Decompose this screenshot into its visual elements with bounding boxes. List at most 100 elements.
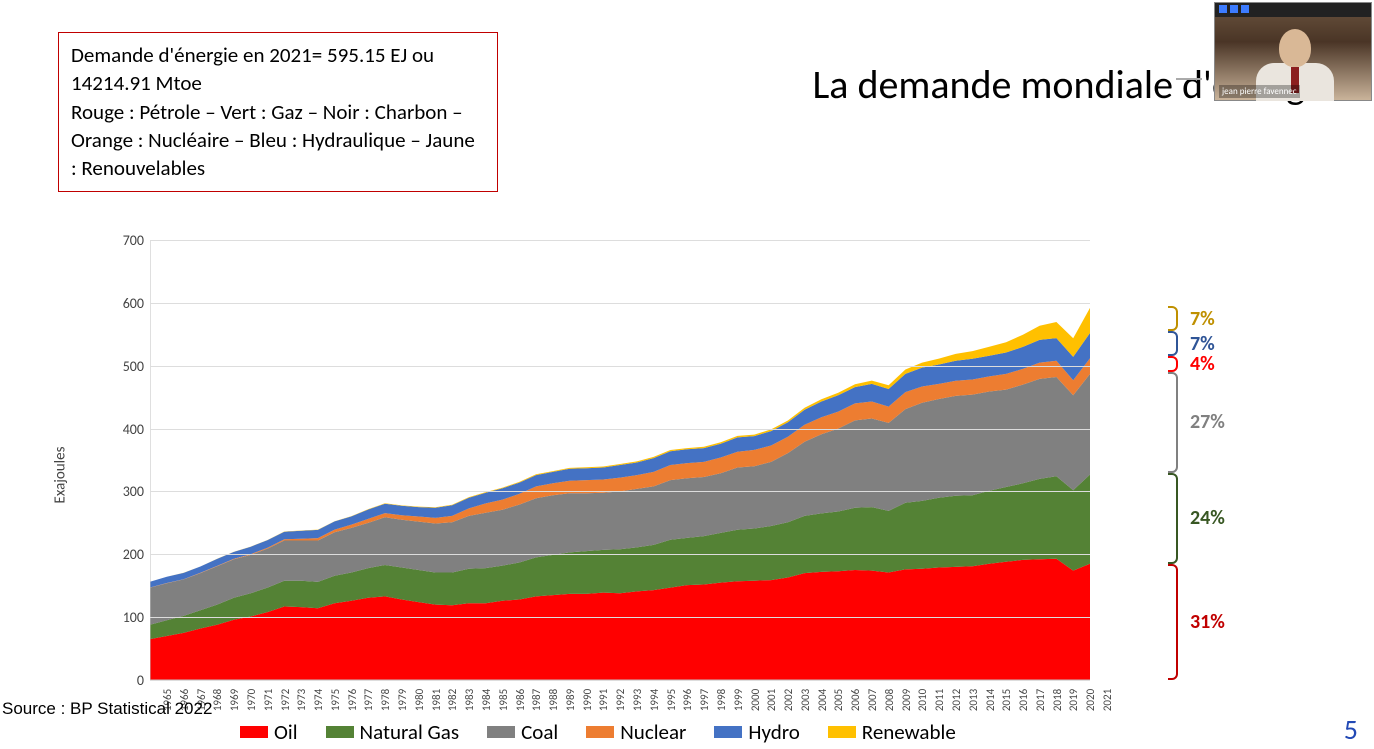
webcam-thumbnail[interactable]: jean pierre favennec [1214, 2, 1372, 101]
x-tick: 1969 [228, 689, 241, 711]
x-tick: 1989 [564, 689, 577, 711]
swatch-hydro [714, 726, 742, 738]
brace [1168, 372, 1178, 473]
x-tick: 2003 [799, 689, 812, 711]
legend-label-hydro: Hydro [748, 719, 799, 745]
x-tick: 1997 [698, 689, 711, 711]
x-tick: 1977 [363, 689, 376, 711]
x-tick: 1982 [447, 689, 460, 711]
x-tick: 2000 [749, 689, 762, 711]
x-tick: 2015 [1000, 689, 1013, 711]
x-tick: 2016 [1017, 689, 1030, 711]
x-tick: 1984 [480, 689, 493, 711]
legend-label-gas: Natural Gas [360, 719, 460, 745]
x-tick: 2008 [883, 689, 896, 711]
x-tick: 1985 [497, 689, 510, 711]
legend-label-renewable: Renewable [862, 719, 956, 745]
x-tick: 2021 [1101, 689, 1114, 711]
x-tick: 2018 [1051, 689, 1064, 711]
brace [1168, 331, 1178, 356]
x-tick: 2013 [967, 689, 980, 711]
legend-item-oil: Oil [240, 719, 298, 745]
pct-label: 27% [1190, 410, 1225, 434]
legend-item-hydro: Hydro [714, 719, 799, 745]
y-axis-label: Exajoules [51, 447, 69, 504]
x-tick: 1994 [648, 689, 661, 711]
x-tick: 1970 [245, 689, 258, 711]
info-box: Demande d'énergie en 2021= 595.15 EJ ou … [58, 32, 498, 192]
x-tick: 2010 [917, 689, 930, 711]
x-tick: 1968 [212, 689, 225, 711]
swatch-renewable [828, 726, 856, 738]
x-tick: 1992 [614, 689, 627, 711]
x-tick: 1980 [413, 689, 426, 711]
x-tick: 1971 [262, 689, 275, 711]
x-tick: 2014 [984, 689, 997, 711]
y-tick: 400 [114, 421, 144, 438]
y-tick: 100 [114, 609, 144, 626]
x-tick: 1991 [598, 689, 611, 711]
swatch-nuclear [586, 726, 614, 738]
legend-item-renewable: Renewable [828, 719, 956, 745]
x-tick: 1995 [665, 689, 678, 711]
x-tick: 2011 [933, 689, 946, 711]
chart: Exajoules 0100200300400500600700 1965196… [110, 240, 1090, 710]
legend-label-nuclear: Nuclear [620, 719, 686, 745]
pct-label: 4% [1190, 352, 1215, 376]
x-tick: 1976 [346, 689, 359, 711]
title-overlap-line [1176, 78, 1202, 80]
legend-item-gas: Natural Gas [326, 719, 460, 745]
x-tick: 1987 [530, 689, 543, 711]
x-tick: 1972 [279, 689, 292, 711]
swatch-coal [487, 726, 515, 738]
x-tick: 1988 [547, 689, 560, 711]
x-tick: 1974 [312, 689, 325, 711]
x-tick: 2006 [849, 689, 862, 711]
legend-label-coal: Coal [521, 719, 558, 745]
webcam-name-label: jean pierre favennec [1219, 85, 1300, 98]
x-tick: 2020 [1084, 689, 1097, 711]
x-tick: 1973 [295, 689, 308, 711]
swatch-gas [326, 726, 354, 738]
x-tick: 2009 [900, 689, 913, 711]
webcam-controls[interactable] [1215, 3, 1371, 17]
brace [1168, 306, 1178, 331]
x-tick: 1999 [732, 689, 745, 711]
x-tick: 2012 [950, 689, 963, 711]
legend: Oil Natural Gas Coal Nuclear Hydro Renewable [240, 719, 956, 745]
x-tick: 2001 [765, 689, 778, 711]
y-tick: 700 [114, 232, 144, 249]
pct-label: 24% [1190, 506, 1225, 530]
x-tick: 1975 [329, 689, 342, 711]
legend-item-coal: Coal [487, 719, 558, 745]
x-tick: 1993 [631, 689, 644, 711]
x-tick: 2007 [866, 689, 879, 711]
x-tick: 1981 [430, 689, 443, 711]
y-tick: 200 [114, 546, 144, 563]
y-tick: 500 [114, 358, 144, 375]
x-tick: 1983 [463, 689, 476, 711]
y-tick: 600 [114, 295, 144, 312]
pct-label: 31% [1190, 610, 1225, 634]
x-axis-ticks: 1965196619671968196919701971197219731974… [150, 682, 1090, 722]
x-tick: 1990 [581, 689, 594, 711]
x-tick: 1998 [715, 689, 728, 711]
x-tick: 2005 [833, 689, 846, 711]
plot-area: 0100200300400500600700 [150, 240, 1090, 680]
x-tick: 2002 [782, 689, 795, 711]
x-tick: 1986 [514, 689, 527, 711]
x-tick: 1978 [379, 689, 392, 711]
legend-label-oil: Oil [274, 719, 298, 745]
x-tick: 2004 [816, 689, 829, 711]
brace [1168, 564, 1178, 680]
pct-label: 7% [1190, 307, 1215, 331]
y-tick: 300 [114, 483, 144, 500]
x-tick: 1996 [682, 689, 695, 711]
source-label: Source : BP Statistical 2022 [2, 699, 212, 719]
legend-item-nuclear: Nuclear [586, 719, 686, 745]
brace [1168, 356, 1178, 372]
y-tick: 0 [114, 672, 144, 689]
brace [1168, 473, 1178, 564]
swatch-oil [240, 726, 268, 738]
x-tick: 2019 [1068, 689, 1081, 711]
